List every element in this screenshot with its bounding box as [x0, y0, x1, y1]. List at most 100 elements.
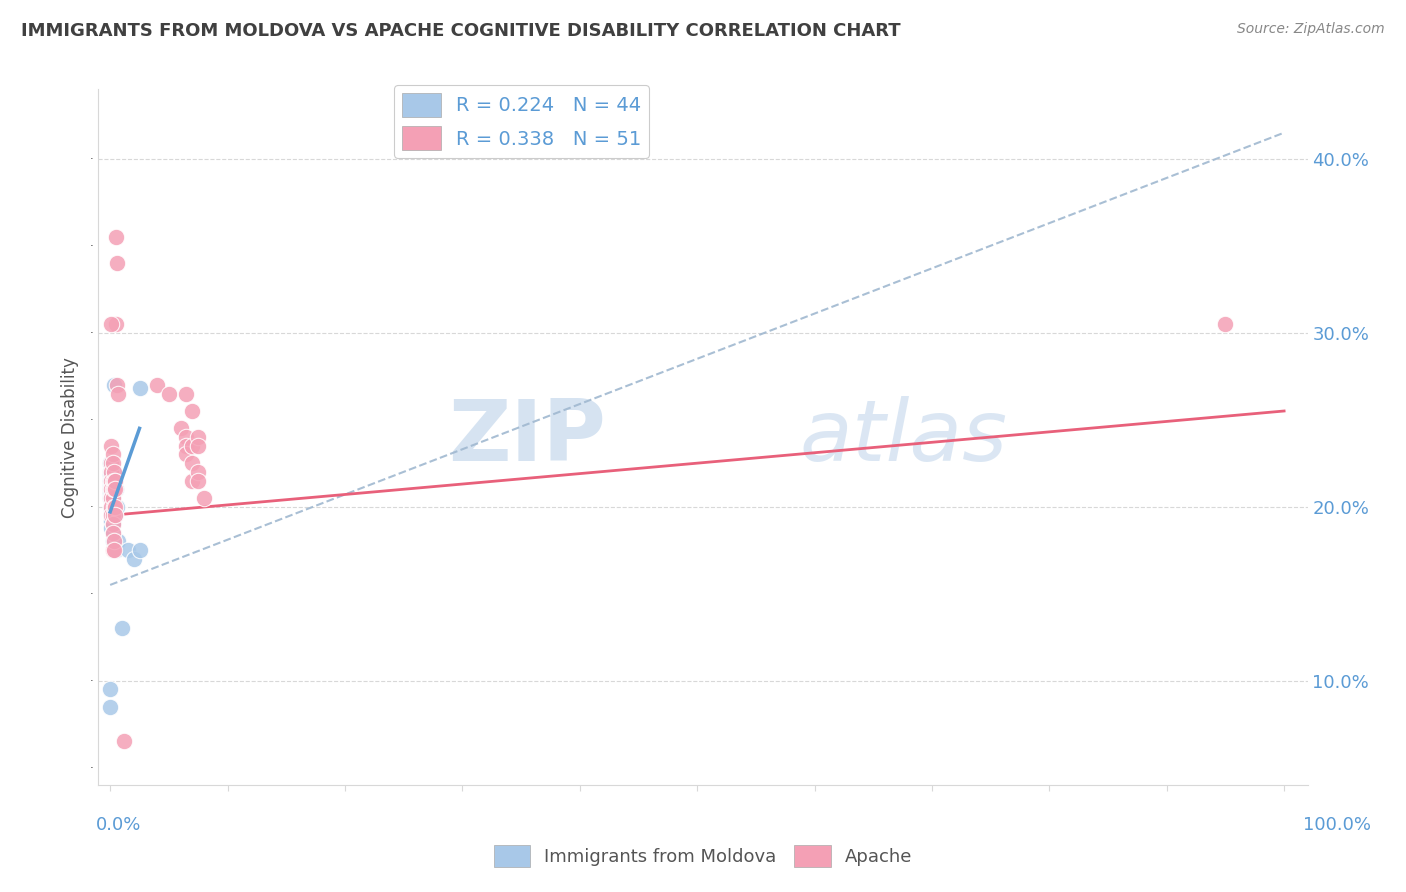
Text: IMMIGRANTS FROM MOLDOVA VS APACHE COGNITIVE DISABILITY CORRELATION CHART: IMMIGRANTS FROM MOLDOVA VS APACHE COGNIT… — [21, 22, 901, 40]
Point — [100, 465, 122, 479]
Point — [187, 430, 209, 444]
Point — [98, 485, 121, 500]
Point — [100, 514, 122, 528]
Point — [100, 474, 122, 488]
Point — [101, 534, 124, 549]
Point — [105, 543, 128, 558]
Point — [98, 491, 121, 505]
Point — [100, 500, 122, 514]
Point — [100, 317, 122, 331]
Point — [103, 465, 125, 479]
Point — [104, 474, 127, 488]
Legend: R = 0.224   N = 44, R = 0.338   N = 51: R = 0.224 N = 44, R = 0.338 N = 51 — [394, 85, 650, 158]
Text: 0.0%: 0.0% — [96, 816, 141, 834]
Point — [98, 482, 121, 496]
Point — [101, 525, 124, 540]
Point — [100, 474, 122, 488]
Point — [101, 474, 124, 488]
Point — [176, 439, 198, 453]
Point — [100, 491, 122, 505]
Point — [100, 439, 122, 453]
Point — [98, 699, 121, 714]
Point — [103, 474, 125, 488]
Text: 100.0%: 100.0% — [1303, 816, 1371, 834]
Point — [104, 508, 127, 523]
Text: ZIP: ZIP — [449, 395, 606, 479]
Point — [100, 482, 122, 496]
Point — [98, 682, 121, 697]
Point — [187, 474, 209, 488]
Point — [105, 256, 128, 270]
Point — [100, 456, 122, 470]
Point — [107, 386, 129, 401]
Point — [107, 534, 129, 549]
Point — [101, 482, 124, 496]
Point — [112, 734, 135, 748]
Text: atlas: atlas — [800, 395, 1008, 479]
Point — [105, 230, 128, 244]
Point — [103, 500, 125, 514]
Point — [169, 421, 191, 435]
Point — [100, 485, 122, 500]
Point — [98, 465, 121, 479]
Point — [101, 482, 124, 496]
Point — [100, 508, 122, 523]
Point — [103, 377, 125, 392]
Point — [103, 543, 125, 558]
Point — [176, 386, 198, 401]
Point — [105, 317, 128, 331]
Point — [122, 551, 145, 566]
Point — [104, 500, 127, 514]
Point — [181, 439, 204, 453]
Point — [181, 474, 204, 488]
Point — [100, 491, 122, 505]
Point — [128, 381, 150, 395]
Point — [98, 479, 121, 493]
Point — [104, 474, 127, 488]
Point — [101, 491, 124, 505]
Point — [100, 479, 122, 493]
Point — [101, 516, 124, 531]
Legend: Immigrants from Moldova, Apache: Immigrants from Moldova, Apache — [486, 838, 920, 874]
Point — [193, 491, 215, 505]
Point — [104, 508, 127, 523]
Point — [101, 525, 124, 540]
Point — [105, 377, 128, 392]
Point — [100, 508, 122, 523]
Point — [100, 503, 122, 517]
Point — [101, 508, 124, 523]
Point — [157, 386, 180, 401]
Point — [101, 491, 124, 505]
Point — [103, 482, 125, 496]
Point — [101, 456, 124, 470]
Y-axis label: Cognitive Disability: Cognitive Disability — [62, 357, 79, 517]
Point — [105, 482, 128, 496]
Point — [100, 500, 122, 514]
Point — [101, 543, 124, 558]
Point — [117, 543, 139, 558]
Point — [101, 474, 124, 488]
Point — [146, 377, 169, 392]
Point — [187, 465, 209, 479]
Point — [100, 520, 122, 534]
Point — [98, 468, 121, 483]
Point — [111, 621, 134, 635]
Point — [100, 468, 122, 483]
Point — [176, 447, 198, 462]
Point — [181, 456, 204, 470]
Point — [101, 500, 124, 514]
Point — [100, 482, 122, 496]
Point — [98, 456, 121, 470]
Point — [103, 534, 125, 549]
Point — [101, 516, 124, 531]
Point — [128, 543, 150, 558]
Point — [176, 430, 198, 444]
Point — [103, 465, 125, 479]
Point — [181, 404, 204, 418]
Text: Source: ZipAtlas.com: Source: ZipAtlas.com — [1237, 22, 1385, 37]
Point — [1215, 317, 1237, 331]
Point — [104, 482, 127, 496]
Point — [103, 474, 125, 488]
Point — [187, 439, 209, 453]
Point — [100, 465, 122, 479]
